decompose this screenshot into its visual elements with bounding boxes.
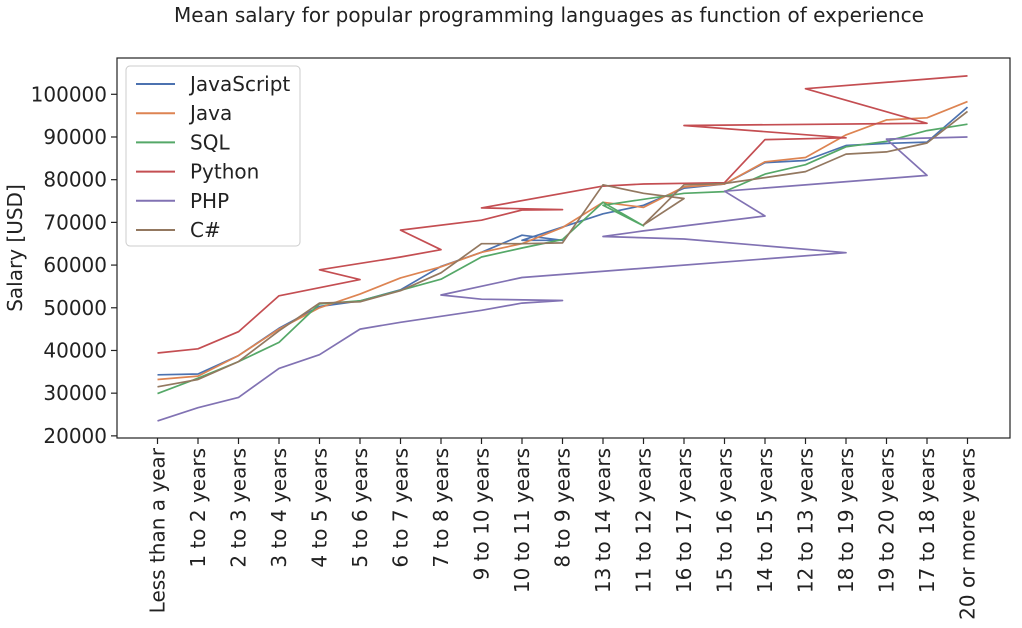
x-tick-label: 20 or more years xyxy=(956,448,980,620)
y-axis: 20000 30000 40000 50000 60000 70000 80000 90000… xyxy=(31,82,117,448)
x-tick-label: 16 to 17 years xyxy=(672,448,696,593)
legend-label: C# xyxy=(190,218,221,242)
y-tick-label: 80000 xyxy=(43,168,107,192)
series-line-python xyxy=(157,75,968,354)
series-line-sql xyxy=(157,123,968,395)
legend: JavaScript Java SQL Python PHP C# xyxy=(125,65,301,247)
x-tick-label: 2 to 3 years xyxy=(227,448,251,568)
series-line-php xyxy=(157,136,968,422)
y-axis-label: Salary [USD] xyxy=(3,184,27,312)
y-tick-label: 60000 xyxy=(43,253,107,277)
x-tick-label: 9 to 10 years xyxy=(470,448,494,580)
y-tick-label: 100000 xyxy=(31,82,107,106)
x-tick-label: 17 to 18 years xyxy=(915,448,939,593)
x-tick-label: 4 to 5 years xyxy=(308,448,332,568)
x-axis: Less than a year 1 to 2 years 2 to 3 years… xyxy=(146,438,980,620)
series-line-csharp xyxy=(157,110,969,388)
x-tick-label: 7 to 8 years xyxy=(429,448,453,568)
x-tick-label: 1 to 2 years xyxy=(186,448,210,568)
x-tick-label: 6 to 7 years xyxy=(389,448,413,568)
plot-frame xyxy=(116,57,1011,439)
chart-title: Mean salary for popular programming lang… xyxy=(174,3,924,27)
x-tick-label: 18 to 19 years xyxy=(834,448,858,593)
x-tick-label: 19 to 20 years xyxy=(875,448,899,593)
legend-label: Python xyxy=(190,160,259,184)
x-tick-label: 5 to 6 years xyxy=(348,448,372,568)
x-tick-label: 8 to 9 years xyxy=(551,448,575,568)
x-tick-label: 10 to 11 years xyxy=(510,448,534,593)
y-tick-label: 20000 xyxy=(43,424,107,448)
x-tick-label: 3 to 4 years xyxy=(267,448,291,568)
x-tick-label: 12 to 13 years xyxy=(794,448,818,593)
legend-label: JavaScript xyxy=(188,72,290,96)
y-tick-label: 90000 xyxy=(43,125,107,149)
y-tick-label: 30000 xyxy=(43,381,107,405)
x-tick-label: Less than a year xyxy=(146,447,170,613)
y-tick-label: 50000 xyxy=(43,296,107,320)
legend-label: PHP xyxy=(190,189,229,213)
plot-lines xyxy=(157,75,969,422)
legend-label: SQL xyxy=(190,130,230,154)
x-tick-label: 14 to 15 years xyxy=(753,448,777,593)
y-tick-label: 40000 xyxy=(43,338,107,362)
y-tick-label: 70000 xyxy=(43,210,107,234)
x-tick-label: 15 to 16 years xyxy=(713,448,737,593)
legend-label: Java xyxy=(188,101,232,125)
x-tick-label: 13 to 14 years xyxy=(591,448,615,593)
x-tick-label: 11 to 12 years xyxy=(632,448,656,593)
